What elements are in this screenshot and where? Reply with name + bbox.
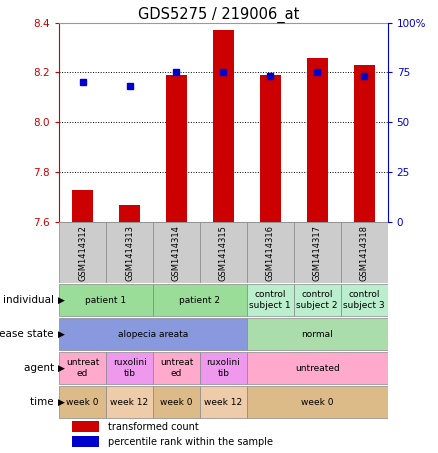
Bar: [341, 284, 388, 316]
Text: GSM1414318: GSM1414318: [360, 225, 369, 281]
Text: percentile rank within the sample: percentile rank within the sample: [109, 437, 273, 447]
Bar: [247, 318, 388, 350]
Text: individual: individual: [3, 295, 57, 305]
Text: normal: normal: [301, 330, 333, 338]
Bar: [106, 352, 153, 384]
Text: GSM1414314: GSM1414314: [172, 225, 181, 281]
Bar: [153, 352, 200, 384]
Text: agent: agent: [24, 363, 57, 373]
Text: GSM1414316: GSM1414316: [266, 225, 275, 281]
Text: GSM1414315: GSM1414315: [219, 225, 228, 281]
Bar: [59, 352, 106, 384]
Bar: [294, 284, 341, 316]
Text: untreated: untreated: [295, 364, 339, 372]
Text: week 0: week 0: [160, 398, 193, 406]
Text: untreat
ed: untreat ed: [66, 358, 99, 378]
Bar: [200, 352, 247, 384]
Text: untreat
ed: untreat ed: [160, 358, 193, 378]
Text: transformed count: transformed count: [109, 422, 199, 432]
Text: patient 1: patient 1: [85, 296, 127, 304]
Text: patient 2: patient 2: [180, 296, 220, 304]
Text: week 0: week 0: [66, 398, 99, 406]
Bar: [59, 318, 247, 350]
Bar: [59, 386, 106, 418]
Bar: [200, 386, 247, 418]
Bar: [106, 222, 153, 283]
Bar: [153, 222, 200, 283]
Bar: [260, 75, 281, 222]
Bar: [353, 65, 375, 222]
Bar: [106, 386, 153, 418]
Text: control
subject 1: control subject 1: [250, 290, 291, 310]
Bar: [247, 284, 294, 316]
Bar: [166, 75, 187, 222]
Text: ▶: ▶: [58, 364, 65, 372]
Bar: [294, 222, 341, 283]
Text: week 12: week 12: [110, 398, 148, 406]
Bar: [341, 222, 388, 283]
Bar: [119, 205, 140, 222]
Text: GDS5275 / 219006_at: GDS5275 / 219006_at: [138, 7, 300, 23]
Bar: [153, 386, 200, 418]
Bar: [307, 58, 328, 222]
Bar: [72, 437, 99, 448]
Text: control
subject 2: control subject 2: [297, 290, 338, 310]
Bar: [200, 222, 247, 283]
Bar: [59, 222, 106, 283]
Text: week 12: week 12: [204, 398, 243, 406]
Text: disease state: disease state: [0, 329, 57, 339]
Bar: [59, 284, 153, 316]
Bar: [72, 190, 93, 222]
Text: GSM1414313: GSM1414313: [125, 225, 134, 281]
Bar: [247, 386, 388, 418]
Bar: [153, 284, 247, 316]
Text: ruxolini
tib: ruxolini tib: [113, 358, 146, 378]
Bar: [247, 352, 388, 384]
Text: week 0: week 0: [301, 398, 333, 406]
Text: time: time: [30, 397, 57, 407]
Text: GSM1414312: GSM1414312: [78, 225, 87, 281]
Text: GSM1414317: GSM1414317: [313, 225, 322, 281]
Text: alopecia areata: alopecia areata: [118, 330, 188, 338]
Bar: [247, 222, 294, 283]
Text: ▶: ▶: [58, 398, 65, 406]
Text: control
subject 3: control subject 3: [343, 290, 385, 310]
Bar: [72, 421, 99, 432]
Bar: [213, 30, 234, 222]
Text: ▶: ▶: [58, 296, 65, 304]
Text: ruxolini
tib: ruxolini tib: [206, 358, 240, 378]
Text: ▶: ▶: [58, 330, 65, 338]
